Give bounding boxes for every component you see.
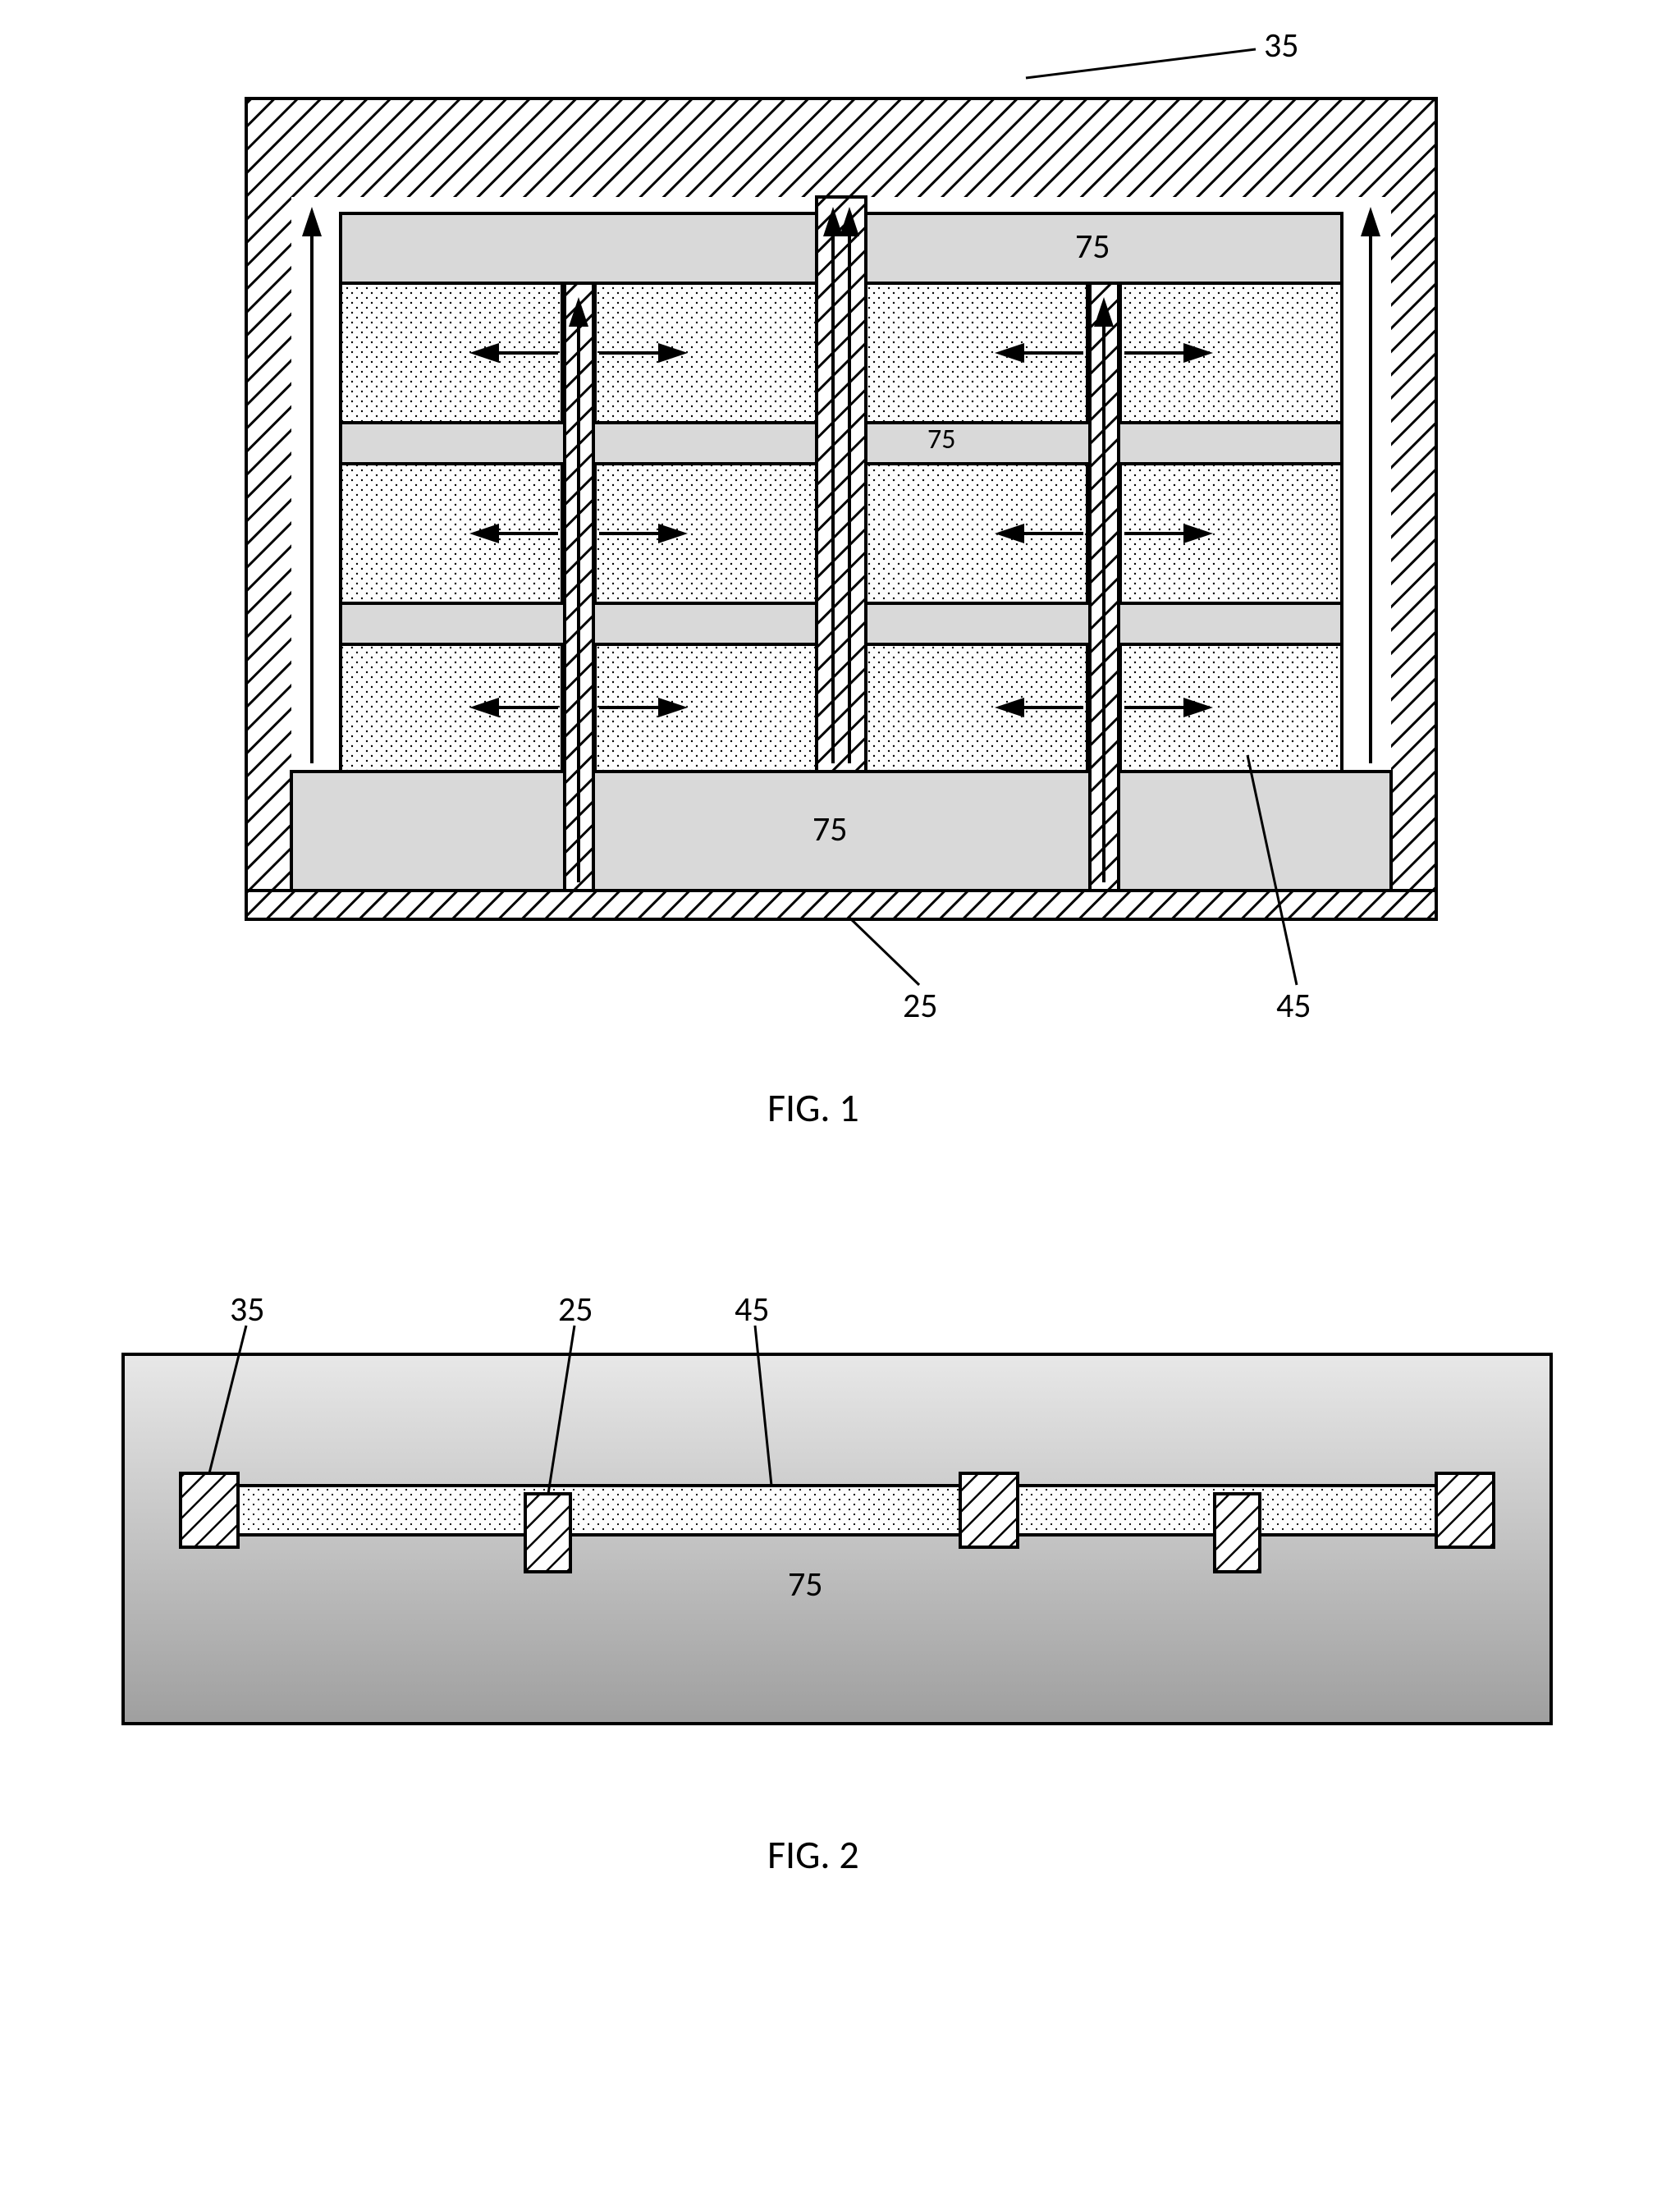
ref-45: 45 [1276,985,1311,1027]
ref-75-top: 75 [1075,226,1110,268]
ref-75-mid: 75 [927,423,955,456]
ref-35: 35 [1264,25,1299,66]
figure-2 [0,1280,1657,1855]
strip-45 [181,1486,1494,1535]
electrode-35-a [181,1473,238,1547]
figure-1 [0,0,1657,1067]
slab-75 [123,1354,1551,1724]
fig2-ref-45: 45 [735,1289,770,1330]
fig2-ref-75: 75 [788,1564,823,1605]
fig2-ref-35: 35 [230,1289,265,1330]
fig2-ref-25: 25 [558,1289,593,1330]
electrode-25-a [525,1494,570,1572]
center-column-35 [817,197,866,772]
electrode-35-c [1436,1473,1494,1547]
electrode-25-b [1215,1494,1260,1572]
ref-25: 25 [903,985,938,1027]
figure-2-caption: FIG. 2 [767,1830,859,1879]
page: 35 75 75 75 25 45 FIG. 1 [0,0,1657,2212]
electrode-35-b [960,1473,1018,1547]
ref-75-bottom: 75 [812,808,848,850]
figure-1-caption: FIG. 1 [767,1083,859,1132]
slab-75-top-left [341,213,817,283]
bottom-plate-25 [246,891,1436,919]
